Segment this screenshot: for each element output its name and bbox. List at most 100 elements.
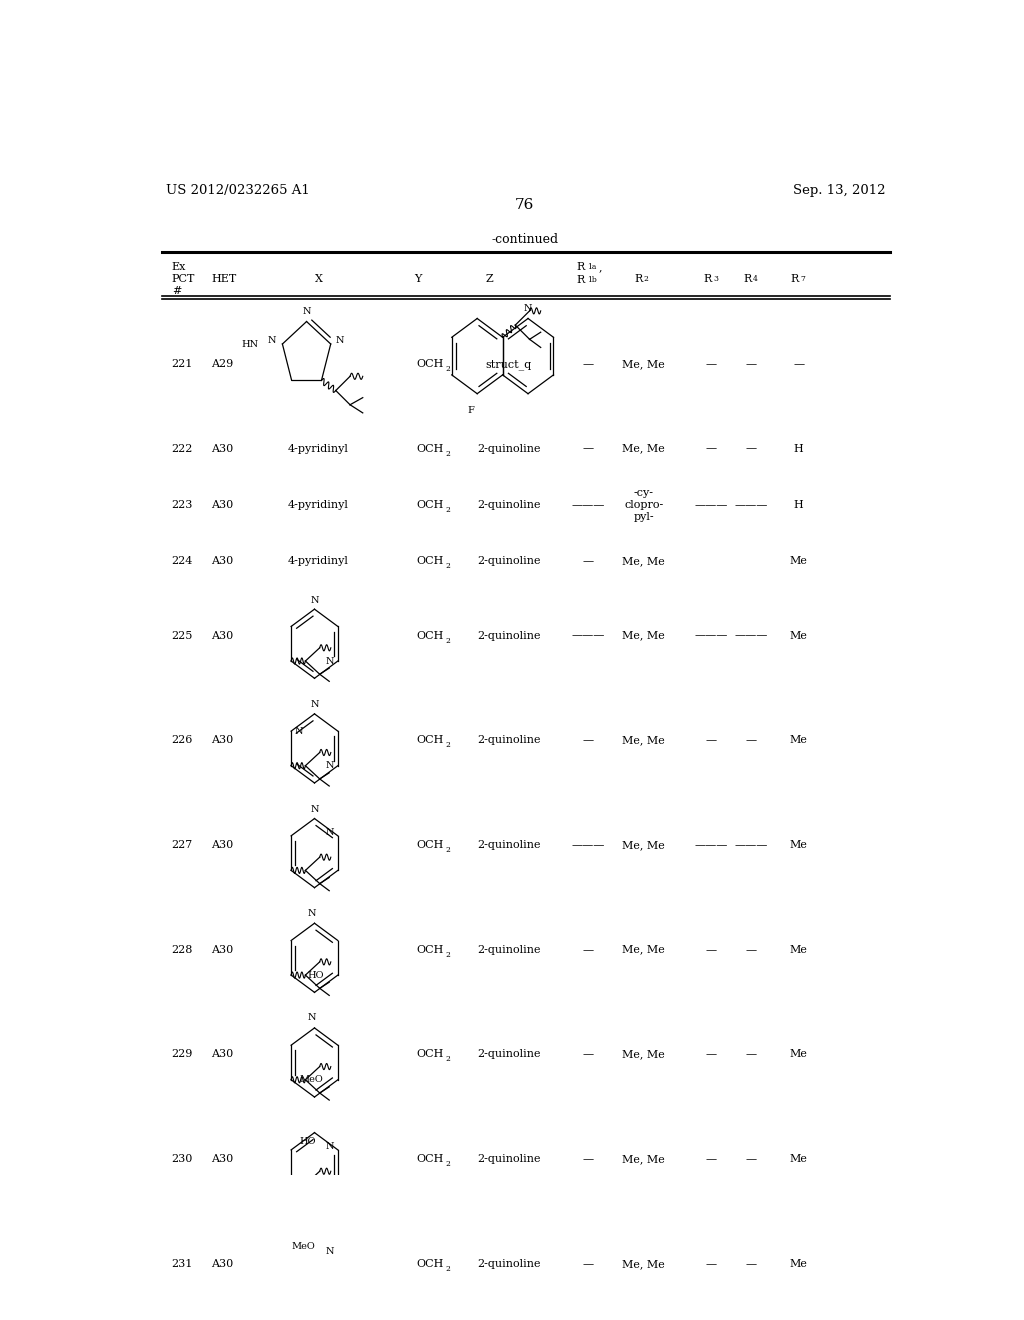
Text: 4-pyridinyl: 4-pyridinyl: [288, 500, 349, 510]
Text: A30: A30: [211, 500, 233, 510]
Text: N: N: [326, 828, 334, 837]
Text: N: N: [308, 1014, 316, 1022]
Text: —: —: [745, 735, 757, 746]
Text: 2-quinoline: 2-quinoline: [477, 1049, 541, 1060]
Text: R: R: [703, 275, 712, 284]
Text: N: N: [302, 306, 311, 315]
Text: —: —: [583, 1259, 594, 1269]
Text: OCH: OCH: [416, 1259, 443, 1269]
Text: 4: 4: [753, 276, 758, 284]
Text: —: —: [583, 945, 594, 954]
Text: Me, Me: Me, Me: [623, 735, 666, 746]
Text: —: —: [583, 1049, 594, 1060]
Text: Y: Y: [414, 275, 421, 284]
Text: Me, Me: Me, Me: [623, 840, 666, 850]
Text: A30: A30: [211, 631, 233, 640]
Text: OCH: OCH: [416, 945, 443, 954]
Text: 2-quinoline: 2-quinoline: [477, 444, 541, 454]
Text: Me: Me: [790, 735, 808, 746]
Text: Sep. 13, 2012: Sep. 13, 2012: [794, 185, 886, 198]
Text: 2-quinoline: 2-quinoline: [477, 1154, 541, 1164]
Text: Me, Me: Me, Me: [623, 1049, 666, 1060]
Text: Me, Me: Me, Me: [623, 444, 666, 454]
Text: —: —: [706, 444, 717, 454]
Text: ,: ,: [599, 263, 602, 272]
Text: N: N: [326, 1142, 334, 1151]
Text: N: N: [524, 304, 532, 313]
Text: 2-quinoline: 2-quinoline: [477, 631, 541, 640]
Text: ———: ———: [694, 840, 728, 850]
Text: N: N: [295, 726, 303, 735]
Text: 229: 229: [172, 1049, 193, 1060]
Text: -continued: -continued: [492, 234, 558, 247]
Text: N: N: [308, 908, 316, 917]
Text: 231: 231: [172, 1259, 193, 1269]
Text: A30: A30: [211, 735, 233, 746]
Text: A30: A30: [211, 1259, 233, 1269]
Text: -cy-: -cy-: [634, 488, 654, 498]
Text: 76: 76: [515, 198, 535, 213]
Text: —: —: [745, 1049, 757, 1060]
Text: 4-pyridinyl: 4-pyridinyl: [288, 444, 349, 454]
Text: ———: ———: [571, 840, 605, 850]
Text: A29: A29: [211, 359, 233, 370]
Text: OCH: OCH: [416, 359, 443, 370]
Text: —: —: [583, 1154, 594, 1164]
Text: ———: ———: [571, 500, 605, 510]
Text: Me: Me: [790, 840, 808, 850]
Text: N: N: [326, 762, 334, 770]
Text: 2-quinoline: 2-quinoline: [477, 557, 541, 566]
Text: —: —: [583, 444, 594, 454]
Text: Ex: Ex: [172, 263, 186, 272]
Text: 2-quinoline: 2-quinoline: [477, 735, 541, 746]
Text: —: —: [706, 359, 717, 370]
Text: —: —: [583, 359, 594, 370]
Text: —: —: [745, 359, 757, 370]
Text: OCH: OCH: [416, 735, 443, 746]
Text: 2: 2: [644, 276, 649, 284]
Text: US 2012/0232265 A1: US 2012/0232265 A1: [166, 185, 310, 198]
Text: #: #: [172, 286, 181, 297]
Text: H: H: [794, 500, 804, 510]
Text: 2: 2: [445, 1265, 451, 1272]
Text: —: —: [745, 945, 757, 954]
Text: 2-quinoline: 2-quinoline: [477, 945, 541, 954]
Text: ———: ———: [734, 500, 768, 510]
Text: 1a: 1a: [588, 263, 597, 271]
Text: OCH: OCH: [416, 631, 443, 640]
Text: N: N: [326, 1247, 334, 1257]
Text: Me: Me: [790, 1154, 808, 1164]
Text: —: —: [583, 735, 594, 746]
Text: MeO: MeO: [300, 1076, 324, 1084]
Text: MeO: MeO: [292, 1242, 315, 1251]
Text: HO: HO: [307, 970, 324, 979]
Text: R: R: [634, 275, 643, 284]
Text: 222: 222: [172, 444, 193, 454]
Text: 223: 223: [172, 500, 193, 510]
Text: OCH: OCH: [416, 500, 443, 510]
Text: —: —: [706, 1154, 717, 1164]
Text: 2: 2: [445, 366, 451, 374]
Text: N: N: [310, 595, 318, 605]
Text: PCT: PCT: [172, 275, 195, 284]
Text: Me: Me: [790, 1049, 808, 1060]
Text: 1b: 1b: [588, 276, 597, 284]
Text: N: N: [310, 700, 318, 709]
Text: Me, Me: Me, Me: [623, 631, 666, 640]
Text: N: N: [336, 337, 344, 346]
Text: R: R: [743, 275, 752, 284]
Text: 226: 226: [172, 735, 193, 746]
Text: —: —: [706, 1049, 717, 1060]
Text: pyl-: pyl-: [634, 512, 654, 523]
Text: A30: A30: [211, 945, 233, 954]
Text: 2: 2: [445, 950, 451, 958]
Text: —: —: [745, 1259, 757, 1269]
Text: A30: A30: [211, 1049, 233, 1060]
Text: A30: A30: [211, 557, 233, 566]
Text: 2-quinoline: 2-quinoline: [477, 500, 541, 510]
Text: 3: 3: [713, 276, 718, 284]
Text: Me: Me: [790, 945, 808, 954]
Text: 2: 2: [445, 506, 451, 513]
Text: A30: A30: [211, 840, 233, 850]
Text: ———: ———: [734, 840, 768, 850]
